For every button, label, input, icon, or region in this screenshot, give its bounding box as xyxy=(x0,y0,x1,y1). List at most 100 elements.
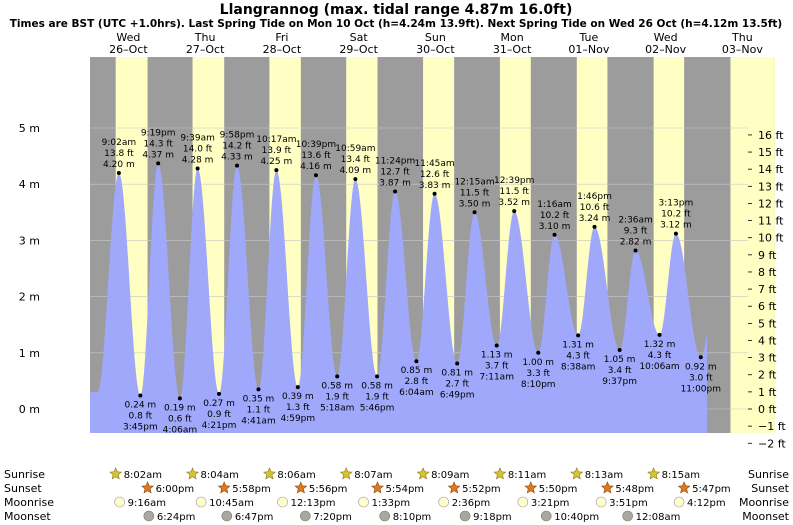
tide-time: 3:45pm xyxy=(123,423,158,433)
tide-metres: 3.52 m xyxy=(498,198,530,208)
tide-feet: 12.6 ft xyxy=(420,170,450,180)
y-tick-label-left: 3 m xyxy=(19,234,40,247)
tide-metres: 0.58 m xyxy=(361,381,393,391)
tide-time: 9:37pm xyxy=(602,377,637,387)
y-tick-label-left: 4 m xyxy=(19,178,40,191)
tide-feet: 10.6 ft xyxy=(580,203,610,213)
tide-point xyxy=(274,168,279,173)
tide-metres: 4.25 m xyxy=(261,157,293,167)
y-axes: 0 m 1 m 2 m 3 m 4 m 5 m −2 ft −1 ft 0 ft 1 ft 2 ft… xyxy=(19,122,787,450)
tide-point xyxy=(673,231,678,236)
y-tick-label-left: 0 m xyxy=(19,403,40,416)
tide-metres: 3.87 m xyxy=(379,179,411,189)
day-name: Mon xyxy=(501,31,524,44)
y-tick-label-right: −2 ft xyxy=(758,437,786,450)
y-tick-label-left: 1 m xyxy=(19,347,40,360)
tide-curve xyxy=(90,163,707,433)
sunrise-time: 8:15am xyxy=(662,470,700,481)
tide-metres: 3.12 m xyxy=(660,221,692,231)
y-tick-label-right: 7 ft xyxy=(758,283,777,296)
tide-point xyxy=(295,385,300,390)
tide-feet: 11.5 ft xyxy=(460,188,490,198)
moonrise-icon xyxy=(517,496,529,508)
row-label-left: Sunrise xyxy=(4,468,45,481)
tide-metres: 1.13 m xyxy=(481,350,513,360)
tide-time: 3:13pm xyxy=(659,199,694,209)
moonset-time: 9:18pm xyxy=(473,512,512,523)
moonset-icon xyxy=(622,510,633,522)
tide-time: 4:41am xyxy=(241,416,276,426)
day-date: 30–Oct xyxy=(416,43,455,56)
sunset-icon xyxy=(141,481,155,494)
sunset-icon xyxy=(677,481,691,494)
tide-point xyxy=(455,361,460,366)
moonrise-time: 10:45am xyxy=(209,498,254,509)
tide-feet: 1.1 ft xyxy=(247,405,271,415)
moonrise-icon xyxy=(114,496,125,508)
tide-metres: 4.09 m xyxy=(340,166,372,176)
sunrise-time: 8:02am xyxy=(124,470,162,481)
tide-feet: 2.7 ft xyxy=(445,379,469,389)
sunset-time: 5:56pm xyxy=(309,484,348,495)
tide-time: 1:16am xyxy=(537,200,572,210)
tide-metres: 1.05 m xyxy=(604,355,636,365)
day-name: Sun xyxy=(425,31,446,44)
tide-feet: 14.0 ft xyxy=(183,144,213,154)
tide-feet: 0.6 ft xyxy=(168,414,192,424)
tide-time: 10:06am xyxy=(639,362,679,372)
sunset-time: 5:52pm xyxy=(462,484,501,495)
y-tick-label-right: 0 ft xyxy=(758,403,777,416)
day-name: Fri xyxy=(275,31,288,44)
sunset-time: 5:58pm xyxy=(232,484,271,495)
tide-feet: 9.3 ft xyxy=(624,227,648,237)
tide-point xyxy=(217,391,222,396)
y-tick-label-right: 5 ft xyxy=(758,317,777,330)
day-date: 01–Nov xyxy=(568,43,609,56)
moonset-time: 7:20pm xyxy=(313,512,352,523)
tide-metres: 0.27 m xyxy=(203,399,235,409)
moonrise-time: 4:12pm xyxy=(687,498,726,509)
tide-time: 4:59pm xyxy=(280,414,315,424)
moonset-icon xyxy=(540,510,552,522)
sunrise-time: 8:04am xyxy=(201,470,239,481)
y-tick-label-right: 13 ft xyxy=(758,180,784,193)
sunset-icon xyxy=(294,481,308,494)
tide-point xyxy=(375,374,380,379)
tide-time: 11:00pm xyxy=(681,384,721,394)
row-label-right: Sunrise xyxy=(748,468,789,481)
day-date: 26–Oct xyxy=(109,43,148,56)
day-name: Wed xyxy=(116,31,140,44)
y-tick-label-right: 15 ft xyxy=(758,146,784,159)
moonrise-time: 2:36pm xyxy=(452,498,491,509)
sunset-icon xyxy=(371,481,384,494)
moonrise-time: 1:33pm xyxy=(372,498,411,509)
day-date: 02–Nov xyxy=(645,43,686,56)
tide-point xyxy=(432,191,437,196)
moonset-icon xyxy=(143,510,155,522)
tide-point xyxy=(512,209,517,214)
sunrise-time: 8:06am xyxy=(277,470,315,481)
day-name: Tue xyxy=(578,31,598,44)
moonset-icon xyxy=(459,510,471,522)
tide-feet: 0.8 ft xyxy=(129,412,153,422)
tide-metres: 0.39 m xyxy=(282,392,314,402)
y-tick-label-left: 5 m xyxy=(19,122,40,135)
tide-time: 5:18am xyxy=(320,403,355,413)
day-headers: Wed26–OctThu27–OctFri28–OctSat29–OctSun3… xyxy=(109,31,763,56)
row-label-right: Moonrise xyxy=(739,496,789,509)
tide-point xyxy=(494,343,499,348)
tide-metres: 3.50 m xyxy=(459,199,491,209)
moonrise-time: 3:51pm xyxy=(609,498,648,509)
sunrise-icon xyxy=(109,467,123,480)
tide-point xyxy=(313,173,318,178)
tide-metres: 3.24 m xyxy=(579,214,611,224)
tide-metres: 0.92 m xyxy=(685,362,717,372)
y-tick-label-right: 6 ft xyxy=(758,300,777,313)
tide-point xyxy=(138,393,143,398)
tide-feet: 13.4 ft xyxy=(341,155,371,165)
tide-time: 6:49pm xyxy=(440,390,475,400)
sunset-icon xyxy=(447,481,461,494)
tide-time: 4:21pm xyxy=(202,421,237,431)
tide-point xyxy=(116,170,121,175)
tide-time: 10:17am xyxy=(256,135,296,145)
